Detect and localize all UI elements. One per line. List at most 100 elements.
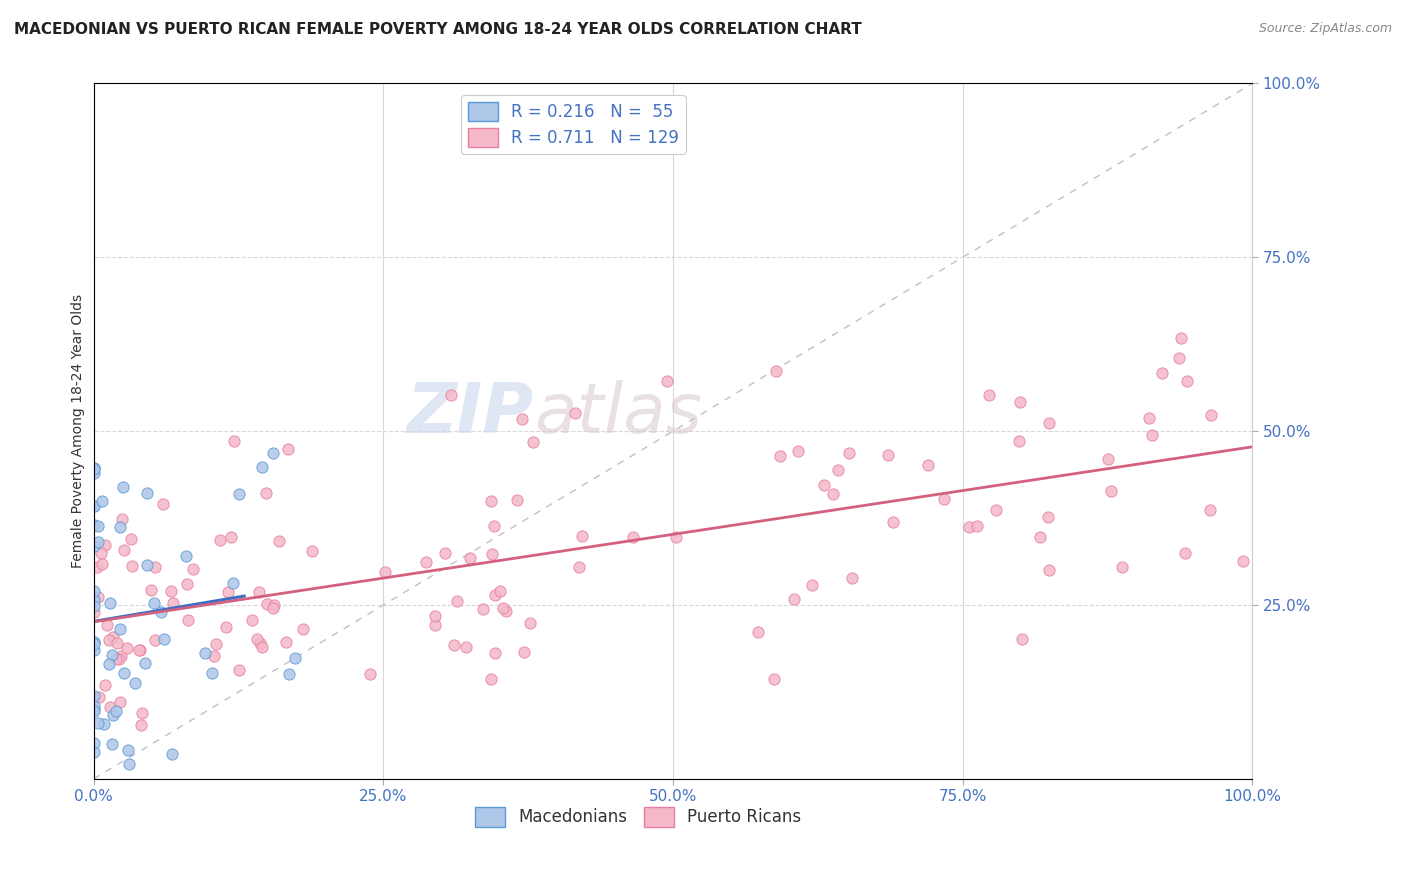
Point — [93, 717, 115, 731]
Point — [152, 497, 174, 511]
Point — [263, 601, 285, 615]
Point — [1038, 416, 1060, 430]
Point — [977, 388, 1000, 402]
Point — [443, 638, 465, 652]
Point — [917, 458, 939, 472]
Point — [90, 545, 112, 559]
Point — [433, 546, 456, 560]
Point — [202, 648, 225, 663]
Point — [277, 442, 299, 457]
Point — [986, 503, 1008, 517]
Point — [100, 596, 122, 610]
Point — [87, 690, 110, 704]
Point — [83, 462, 105, 476]
Y-axis label: Female Poverty Among 18-24 Year Olds: Female Poverty Among 18-24 Year Olds — [72, 294, 86, 568]
Point — [83, 634, 105, 648]
Point — [86, 560, 108, 574]
Point — [249, 635, 271, 649]
Point — [1099, 483, 1122, 498]
Point — [149, 606, 172, 620]
Point — [112, 665, 135, 680]
Point — [1097, 451, 1119, 466]
Point — [1170, 331, 1192, 345]
Point — [813, 478, 835, 492]
Point — [821, 487, 844, 501]
Point — [957, 520, 980, 534]
Point — [118, 757, 141, 772]
Point — [177, 613, 200, 627]
Point — [246, 632, 269, 647]
Point — [128, 642, 150, 657]
Point — [112, 480, 135, 494]
Point — [94, 678, 117, 692]
Point — [479, 493, 502, 508]
Point — [374, 565, 396, 579]
Point — [783, 592, 806, 607]
Point — [284, 651, 307, 665]
Point — [481, 547, 503, 561]
Point — [87, 590, 110, 604]
Point — [262, 446, 284, 460]
Point — [83, 539, 105, 553]
Point — [110, 519, 132, 533]
Point — [83, 699, 105, 714]
Point — [222, 434, 245, 449]
Point — [91, 494, 114, 508]
Point — [174, 549, 197, 563]
Point — [495, 605, 517, 619]
Point — [83, 702, 105, 716]
Point — [129, 718, 152, 732]
Point — [117, 640, 139, 655]
Point — [136, 558, 159, 572]
Point — [1028, 531, 1050, 545]
Point — [134, 656, 156, 670]
Point — [876, 448, 898, 462]
Point — [1011, 632, 1033, 646]
Point — [94, 538, 117, 552]
Point — [83, 460, 105, 475]
Point — [471, 602, 494, 616]
Point — [242, 613, 264, 627]
Point — [423, 618, 446, 632]
Point — [966, 519, 988, 533]
Point — [83, 461, 105, 475]
Point — [250, 460, 273, 475]
Point — [143, 596, 166, 610]
Point — [254, 486, 277, 500]
Point — [1150, 366, 1173, 380]
Point — [215, 620, 238, 634]
Point — [219, 530, 242, 544]
Point — [458, 550, 481, 565]
Point — [657, 374, 679, 388]
Point — [143, 633, 166, 648]
Point — [484, 646, 506, 660]
Point — [621, 530, 644, 544]
Point — [827, 463, 849, 477]
Point — [1038, 510, 1060, 524]
Point — [110, 511, 132, 525]
Point — [800, 577, 823, 591]
Point — [101, 648, 124, 662]
Point — [1232, 554, 1254, 568]
Point — [87, 535, 110, 549]
Point — [136, 485, 159, 500]
Point — [105, 636, 128, 650]
Point — [91, 557, 114, 571]
Point — [1199, 503, 1222, 517]
Point — [101, 708, 124, 723]
Point — [153, 632, 176, 646]
Point — [176, 577, 198, 591]
Point — [96, 617, 118, 632]
Point — [83, 499, 105, 513]
Point — [763, 672, 786, 686]
Point — [359, 666, 381, 681]
Point — [1111, 560, 1133, 574]
Point — [160, 747, 183, 761]
Point — [103, 630, 125, 644]
Point — [83, 605, 105, 619]
Point — [250, 640, 273, 654]
Point — [228, 663, 250, 677]
Point — [83, 584, 105, 599]
Point — [256, 598, 278, 612]
Point — [83, 518, 105, 533]
